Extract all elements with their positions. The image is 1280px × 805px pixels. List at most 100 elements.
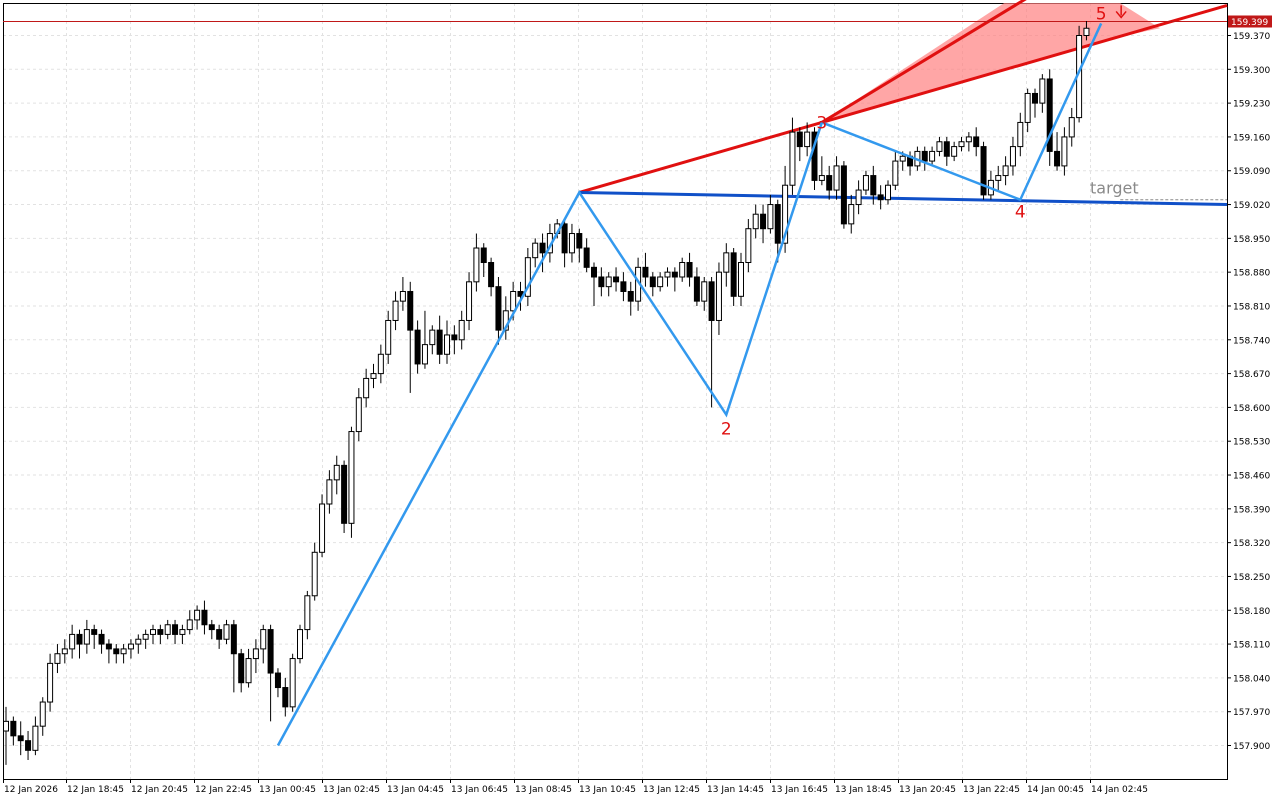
candle-body xyxy=(620,281,627,292)
y-tick-label: 159.300 xyxy=(1233,66,1270,76)
candle-body xyxy=(289,658,296,708)
candle-body xyxy=(627,290,634,302)
candle-body xyxy=(10,720,17,737)
y-tick-label: 158.740 xyxy=(1233,336,1270,346)
candle-body xyxy=(870,175,877,196)
candle-body xyxy=(480,247,487,264)
candle-body xyxy=(943,141,950,157)
candle-body xyxy=(54,653,61,664)
candle-body xyxy=(458,319,465,341)
candle-body xyxy=(451,334,458,341)
lower-trendline xyxy=(579,190,1228,207)
candle-body xyxy=(789,131,796,186)
y-tick-label: 158.950 xyxy=(1233,235,1270,245)
candle-body xyxy=(833,165,840,191)
candle-body xyxy=(444,334,450,355)
y-tick-label: 159.230 xyxy=(1233,100,1270,110)
x-tick-label: 14 Jan 02:45 xyxy=(1091,785,1148,795)
candle-body xyxy=(965,136,972,143)
candle-body xyxy=(3,720,9,732)
candle-body xyxy=(370,373,377,379)
candle-body xyxy=(142,633,149,640)
y-tick-label: 159.370 xyxy=(1233,32,1270,42)
candle-body xyxy=(377,353,384,375)
y-tick-label: 158.040 xyxy=(1233,674,1270,684)
candle-body xyxy=(157,629,164,635)
candle-body xyxy=(583,247,590,268)
candle-body xyxy=(1002,165,1009,177)
y-tick-label: 159.160 xyxy=(1233,133,1270,143)
x-tick-label: 13 Jan 20:45 xyxy=(899,785,956,795)
candle-body xyxy=(47,662,54,703)
candle-body xyxy=(25,740,32,751)
candle-body xyxy=(69,633,76,650)
candle-body xyxy=(657,276,664,288)
candle-body xyxy=(1083,27,1090,36)
candle-body xyxy=(399,290,406,302)
y-tick-label: 158.460 xyxy=(1233,472,1270,482)
candle-body xyxy=(995,175,1002,181)
candle-body xyxy=(1032,92,1038,104)
candle-body xyxy=(407,290,414,331)
sell-arrow-icon xyxy=(1115,5,1127,19)
candle-body xyxy=(973,136,980,148)
x-tick-label: 13 Jan 04:45 xyxy=(387,785,444,795)
candle-body xyxy=(921,150,928,162)
candle-body xyxy=(208,624,215,631)
candle-body xyxy=(113,648,120,655)
y-tick-label: 158.670 xyxy=(1233,370,1270,380)
wave-label-2: 2 xyxy=(721,420,732,440)
candle-body xyxy=(355,397,362,433)
candle-body xyxy=(252,648,259,660)
candle-body xyxy=(304,595,311,631)
x-tick-label: 13 Jan 18:45 xyxy=(835,785,892,795)
candle-body xyxy=(83,629,90,645)
x-tick-label: 12 Jan 20:45 xyxy=(131,785,188,795)
candle-body xyxy=(818,175,825,181)
candle-body xyxy=(495,286,502,331)
candle-body xyxy=(120,648,127,655)
candle-body xyxy=(348,431,355,524)
candle-body xyxy=(848,204,855,225)
x-tick-label: 13 Jan 06:45 xyxy=(451,785,508,795)
x-tick-label: 12 Jan 18:45 xyxy=(67,785,124,795)
candle-body xyxy=(738,262,744,297)
candle-body xyxy=(708,281,715,321)
candle-body xyxy=(862,175,869,191)
candle-body xyxy=(1061,136,1068,167)
y-tick-label: 158.390 xyxy=(1233,505,1270,515)
candle-body xyxy=(899,155,906,162)
candle-body xyxy=(223,624,230,640)
x-tick-label: 13 Jan 16:45 xyxy=(771,785,828,795)
y-tick-label: 158.880 xyxy=(1233,269,1270,279)
candle-body xyxy=(245,658,252,684)
fan-area xyxy=(821,3,1160,123)
candle-body xyxy=(591,266,597,278)
x-tick-label: 13 Jan 14:45 xyxy=(707,785,764,795)
last-price-badge xyxy=(1228,15,1272,28)
x-tick-label: 13 Jan 10:45 xyxy=(579,785,636,795)
x-tick-label: 14 Jan 00:45 xyxy=(1027,785,1084,795)
candle-body xyxy=(32,725,39,751)
y-tick-label: 158.110 xyxy=(1233,641,1270,651)
target-label: target xyxy=(1090,179,1139,198)
candle-body xyxy=(524,257,531,297)
candle-body xyxy=(414,329,421,365)
candle-body xyxy=(17,735,24,742)
y-tick-label: 158.810 xyxy=(1233,302,1270,312)
candle-body xyxy=(466,281,473,321)
candle-body xyxy=(150,629,156,635)
candle-body xyxy=(1017,121,1024,148)
candle-body xyxy=(76,633,83,645)
candle-body xyxy=(98,633,105,645)
candle-body xyxy=(561,223,568,254)
candle-body xyxy=(341,464,348,524)
candle-body xyxy=(782,184,789,244)
grid xyxy=(3,3,1227,779)
candle-body xyxy=(39,701,46,727)
candle-body xyxy=(319,503,326,553)
wave-label-4: 4 xyxy=(1015,203,1026,223)
